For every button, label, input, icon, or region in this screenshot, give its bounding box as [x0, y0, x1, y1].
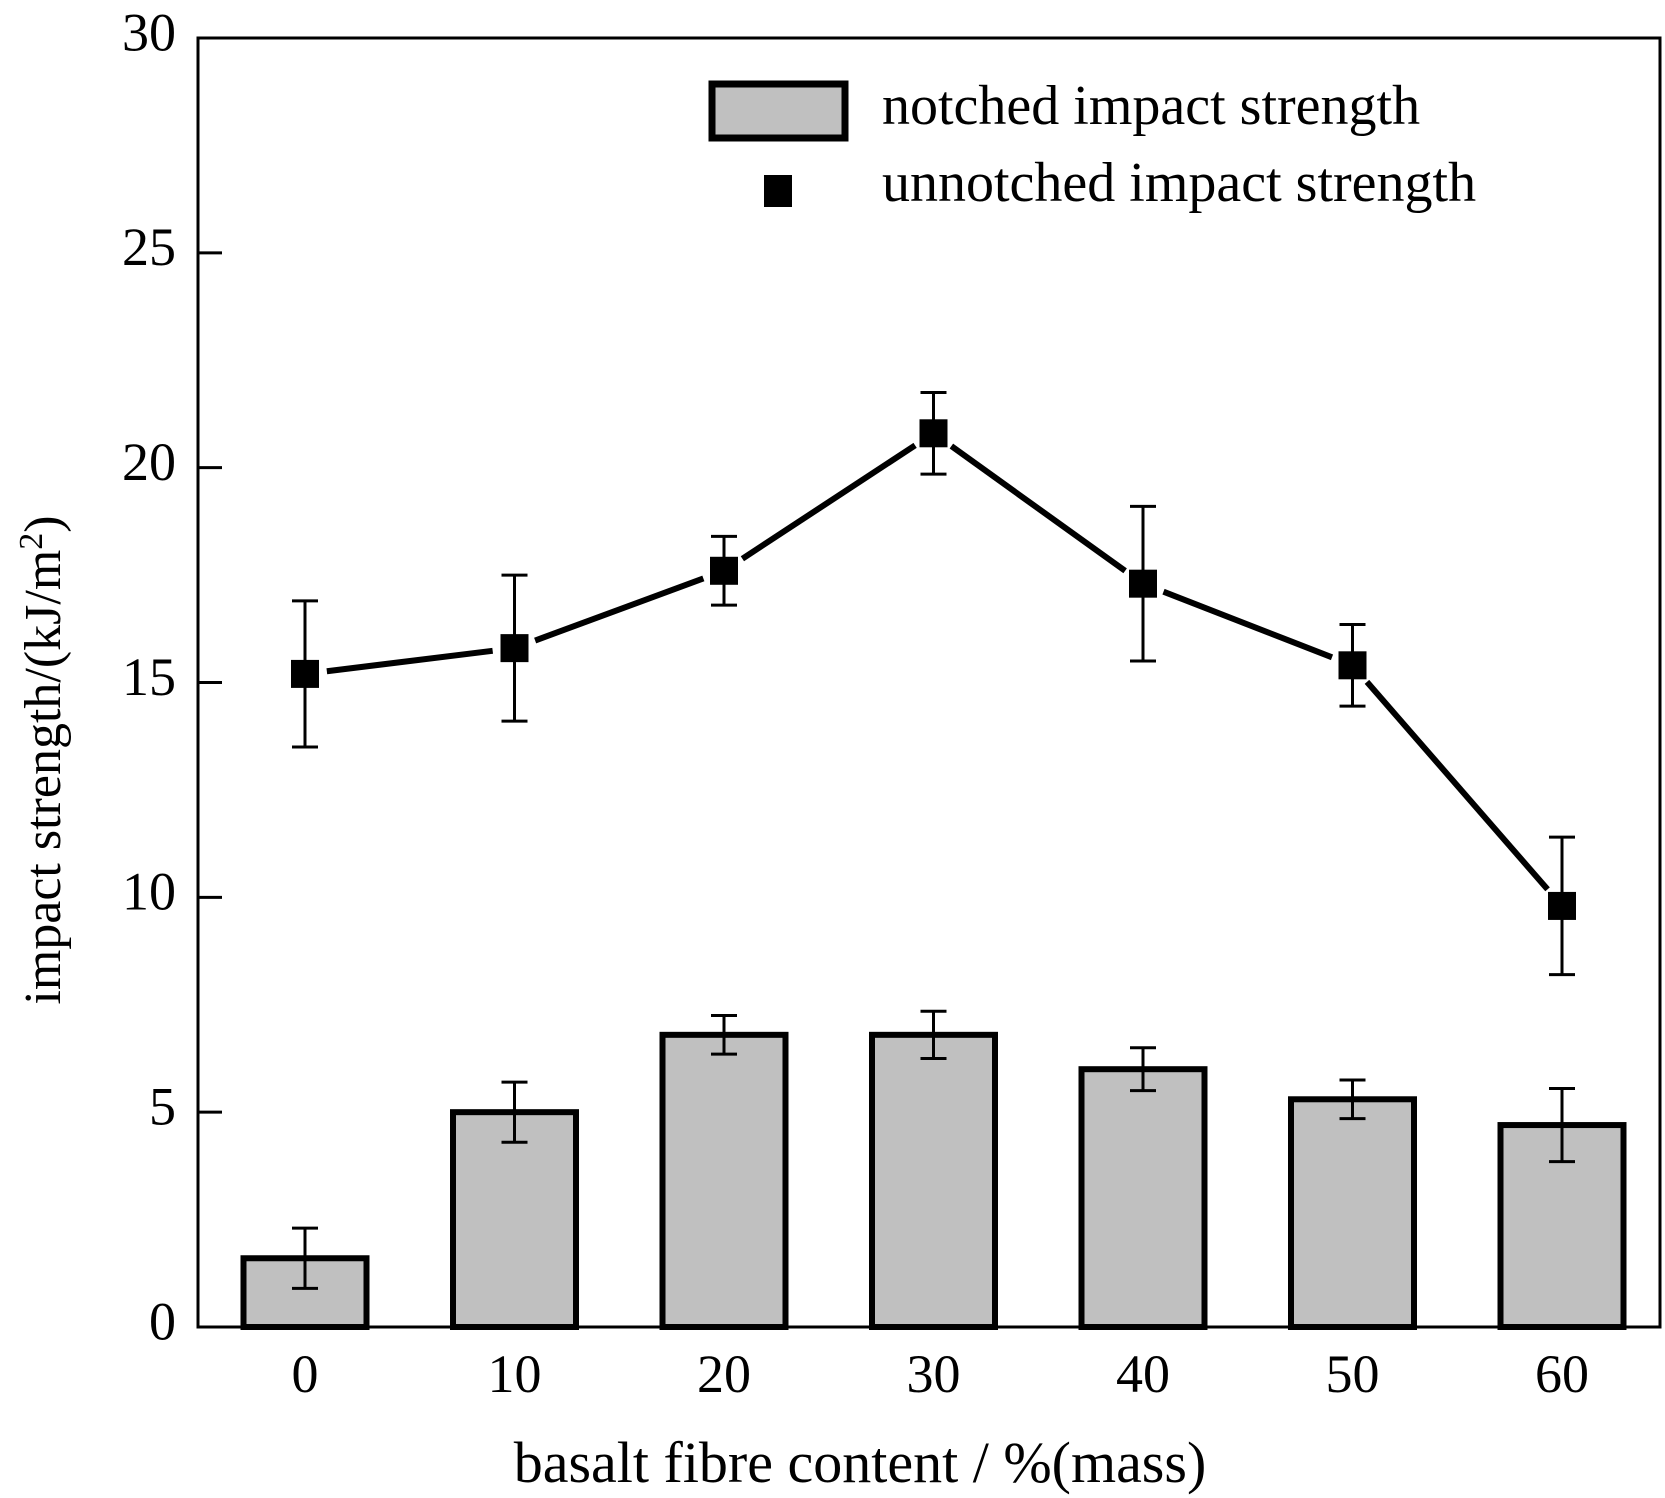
bar-notched-30 [869, 1031, 998, 1330]
marker-unnotched-60 [1548, 891, 1576, 920]
marker-unnotched-30 [919, 419, 948, 448]
x-tick-label-50: 50 [1326, 1344, 1380, 1404]
line-segment-unnotched-2 [740, 442, 917, 562]
errorbar-notched-50 [1339, 1078, 1366, 1121]
marker-unnotched-10 [500, 634, 529, 663]
y-axis-label-close: ) [15, 515, 72, 532]
x-tick-label-30: 30 [907, 1344, 961, 1404]
legend-label-unnotched: unnotched impact strength [882, 152, 1476, 214]
line-segment-unnotched-5 [1364, 679, 1550, 892]
y-axis: 0 5 10 15 20 25 30 [122, 2, 222, 1351]
bar-notched-10 [450, 1109, 579, 1330]
y-tick-label-15: 15 [122, 647, 176, 707]
y-tick-label-20: 20 [122, 432, 176, 492]
y-tick-label-0: 0 [149, 1291, 176, 1351]
y-axis-label-superscript: 2 [13, 533, 50, 550]
y-tick-label-10: 10 [122, 862, 176, 922]
errorbar-notched-10 [501, 1080, 528, 1144]
marker-unnotched-0 [291, 659, 319, 688]
legend-label-notched: notched impact strength [882, 75, 1420, 137]
y-tick-label-25: 25 [122, 217, 176, 277]
line-segment-unnotched-0 [326, 647, 494, 675]
line-segment-unnotched-1 [534, 575, 705, 644]
bar-notched-40 [1078, 1066, 1208, 1330]
marker-unnotched-50 [1338, 651, 1367, 680]
y-tick-label-30: 30 [122, 2, 176, 62]
errorbar-notched-30 [920, 1009, 947, 1060]
y-axis-label-main: impact strength/(kJ/m [15, 550, 72, 1005]
legend-marker-unnotched [764, 175, 792, 207]
errorbar-notched-0 [292, 1226, 318, 1290]
marker-unnotched-40 [1129, 569, 1157, 598]
errorbar-notched-40 [1130, 1046, 1156, 1093]
unnotched-series-layer [291, 390, 1576, 977]
x-tick-label-40: 40 [1116, 1344, 1170, 1404]
bar-notched-20 [659, 1031, 789, 1330]
errorbar-notched-60 [1549, 1087, 1575, 1164]
y-axis-label: impact strength/(kJ/m2) [13, 515, 72, 1004]
x-tick-label-0: 0 [292, 1344, 319, 1404]
line-segment-unnotched-3 [949, 443, 1127, 574]
bar-notched-50 [1288, 1096, 1417, 1330]
notched-bars-layer [240, 1009, 1627, 1330]
marker-unnotched-20 [710, 556, 738, 585]
x-axis: 0 10 20 30 40 50 60 [292, 1344, 1590, 1404]
legend-swatch-notched [708, 80, 849, 142]
x-tick-label-20: 20 [697, 1344, 751, 1404]
legend: notched impact strength unnotched impact… [708, 75, 1476, 214]
y-tick-label-5: 5 [149, 1077, 176, 1137]
x-tick-label-60: 60 [1535, 1344, 1589, 1404]
x-axis-label: basalt fibre content / %(mass) [514, 1430, 1207, 1495]
errorbar-notched-20 [711, 1013, 737, 1056]
x-tick-label-10: 10 [488, 1344, 542, 1404]
line-segment-unnotched-4 [1162, 588, 1334, 661]
